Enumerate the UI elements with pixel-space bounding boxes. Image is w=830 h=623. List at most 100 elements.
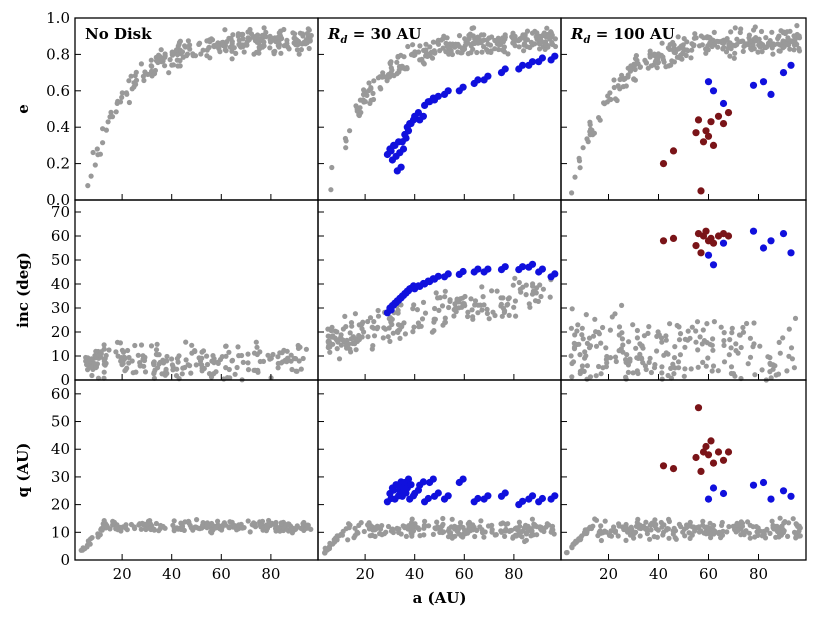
bg-point	[572, 332, 578, 338]
bg-point	[462, 293, 468, 300]
bg-point	[230, 32, 236, 38]
bg-point	[759, 49, 765, 55]
bg-point	[665, 526, 672, 532]
bg-point	[270, 351, 276, 358]
bg-point	[786, 353, 792, 359]
bg-point	[703, 363, 709, 369]
bg-point	[624, 352, 630, 358]
captured-point-100au	[767, 90, 775, 98]
bg-point	[447, 297, 453, 303]
bg-point	[521, 525, 528, 531]
bg-point	[410, 42, 416, 48]
bg-point	[148, 57, 154, 63]
bg-point	[472, 533, 478, 540]
bg-point	[444, 35, 450, 41]
bg-point	[275, 354, 281, 360]
x-axis-label: a (AU)	[413, 589, 467, 607]
bg-point	[721, 44, 727, 50]
captured-point-100au	[767, 237, 775, 245]
bg-point	[512, 298, 519, 304]
bg-point	[776, 339, 782, 345]
bg-point	[394, 526, 400, 532]
bg-point	[169, 356, 175, 362]
bg-point	[740, 530, 746, 536]
bg-point	[590, 333, 597, 339]
bg-point	[234, 527, 240, 533]
captured-point-30au	[459, 83, 467, 91]
bg-point	[623, 357, 629, 363]
bg-point	[623, 374, 629, 380]
bg-point	[229, 44, 235, 50]
bg-point	[747, 335, 754, 341]
bg-point	[220, 42, 226, 49]
bg-point	[179, 371, 185, 377]
bg-point	[750, 344, 756, 350]
bg-point	[465, 40, 471, 46]
bg-point	[387, 315, 393, 321]
bg-point	[627, 358, 633, 364]
bg-point	[612, 528, 619, 534]
bg-point	[572, 174, 578, 180]
bg-point	[717, 529, 723, 536]
bg-point	[584, 363, 591, 369]
bg-point	[529, 516, 536, 522]
bg-point	[278, 50, 284, 56]
bg-point	[470, 33, 476, 39]
bg-point	[245, 360, 251, 366]
bg-point	[267, 37, 273, 43]
bg-point	[154, 352, 160, 358]
bg-point	[597, 117, 603, 123]
bg-point	[240, 36, 246, 42]
bg-point	[703, 46, 709, 52]
bg-point	[569, 190, 575, 196]
bg-point	[796, 528, 802, 534]
bg-point	[151, 371, 157, 377]
bg-point	[533, 290, 539, 296]
bg-point	[635, 370, 641, 377]
bg-point	[632, 66, 638, 73]
bg-point	[375, 75, 381, 81]
bg-point	[179, 49, 186, 55]
bg-point	[598, 537, 605, 544]
bg-point	[757, 343, 763, 349]
bg-point	[724, 529, 730, 535]
bg-point	[769, 518, 775, 524]
bg-point	[430, 531, 436, 538]
bg-point	[648, 369, 655, 376]
bg-point	[765, 354, 771, 360]
bg-point	[253, 49, 260, 56]
bg-point	[442, 288, 448, 294]
bg-point	[420, 299, 427, 305]
bg-point	[252, 367, 258, 373]
bg-point	[277, 350, 283, 356]
bg-point	[433, 290, 439, 296]
bg-point	[241, 49, 247, 55]
bg-point	[758, 28, 765, 35]
bg-point	[706, 35, 713, 41]
axis-ticks	[75, 17, 759, 561]
bg-point	[397, 335, 403, 341]
bg-point	[126, 354, 132, 361]
bg-point	[421, 532, 427, 538]
bg-point	[675, 34, 681, 40]
captured-point-100au	[719, 99, 728, 108]
bg-point	[665, 351, 671, 357]
captured-far-point-100au	[702, 227, 710, 235]
bg-point	[449, 535, 455, 541]
bg-point	[587, 524, 593, 530]
bg-point	[154, 341, 160, 347]
bg-point	[293, 42, 299, 48]
bg-point	[639, 356, 645, 362]
bg-point	[661, 522, 667, 528]
bg-point	[245, 351, 251, 357]
bg-point	[119, 347, 125, 353]
captured-point-100au	[759, 478, 768, 487]
bg-point	[506, 295, 512, 301]
bg-point	[693, 35, 699, 41]
bg-point	[138, 526, 144, 532]
bg-point	[298, 47, 304, 53]
bg-point	[652, 362, 658, 368]
bg-point	[383, 529, 389, 535]
bg-point	[607, 355, 614, 361]
bg-point	[188, 370, 194, 376]
